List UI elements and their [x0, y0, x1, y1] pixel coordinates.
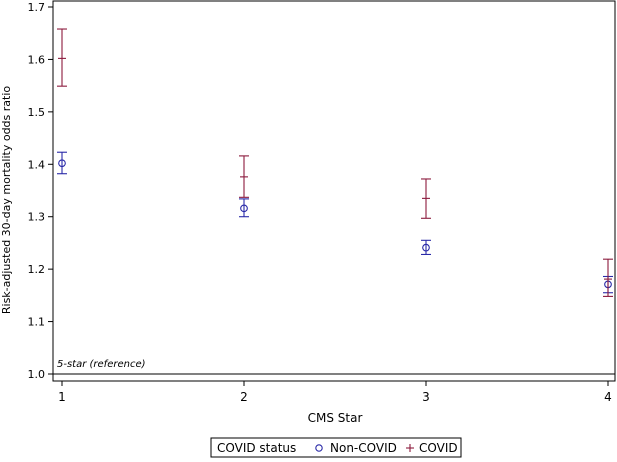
legend-title: COVID status	[217, 441, 296, 455]
x-tick-label: 3	[422, 390, 430, 404]
y-tick-label: 1.4	[28, 158, 46, 171]
data-point-circle	[240, 204, 248, 213]
x-tick-label: 4	[604, 390, 612, 404]
legend: COVID status Non-COVID COVID	[210, 437, 462, 458]
x-tick-label: 2	[240, 390, 248, 404]
series-non-covid	[57, 151, 613, 294]
y-tick-label: 1.0	[28, 368, 46, 381]
y-axis-title: Risk-adjusted 30-day mortality odds rati…	[0, 86, 13, 315]
legend-non-covid-label: Non-COVID	[330, 441, 397, 455]
y-tick-label: 1.3	[28, 211, 46, 224]
series-group	[57, 28, 613, 297]
x-axis-title: CMS Star	[308, 411, 363, 425]
x-axis: 1 2 3 4	[58, 381, 612, 404]
x-tick-label: 1	[58, 390, 66, 404]
legend-covid-label: COVID	[419, 441, 458, 455]
reference-line-group: 5-star (reference)	[53, 359, 615, 375]
series-covid	[57, 28, 613, 297]
y-axis: 1.0 1.1 1.2 1.3 1.4 1.5 1.6 1.7	[28, 1, 53, 381]
y-tick-label: 1.5	[28, 106, 46, 119]
reference-line-label: 5-star (reference)	[57, 359, 146, 370]
y-tick-label: 1.1	[28, 316, 46, 329]
y-tick-label: 1.2	[28, 263, 46, 276]
y-tick-label: 1.6	[28, 53, 46, 66]
legend-box	[210, 437, 462, 458]
plot-frame	[52, 0, 616, 382]
y-tick-label: 1.7	[28, 1, 46, 14]
legend-non-covid-marker	[315, 444, 323, 452]
data-point-circle	[58, 159, 66, 168]
data-point-circle	[422, 243, 430, 252]
legend-covid-marker	[406, 444, 414, 452]
